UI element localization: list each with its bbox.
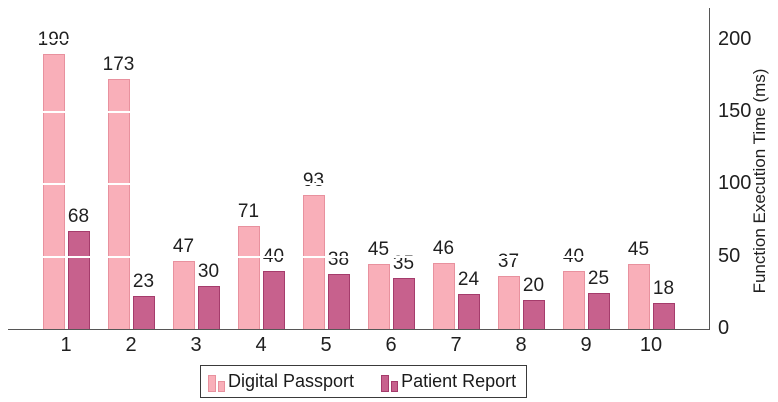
bar-value-label: 68 [67, 205, 90, 227]
bar-patient-report [132, 295, 155, 329]
bar-patient-report [652, 302, 675, 329]
bar-value-label: 23 [132, 270, 155, 292]
plot-area: 190 68 173 23 47 30 71 40 93 38 45 35 46 24 37 20 40 25 45… [8, 8, 710, 330]
legend-swatch-bar [391, 380, 399, 392]
bar-value-label: 46 [432, 237, 455, 259]
bar-digital-passport [497, 275, 520, 329]
gridline [8, 183, 709, 186]
legend-swatch-bar [218, 380, 225, 392]
gridline [8, 111, 709, 114]
legend-item-patient-report: Patient Report [381, 371, 516, 392]
bar-value-label: 25 [587, 267, 610, 289]
x-tick-label: 1 [60, 334, 72, 356]
bar-patient-report [327, 274, 350, 329]
bar-value-label: 20 [522, 275, 545, 297]
bar-value-label: 30 [197, 260, 220, 282]
legend-label: Patient Report [401, 371, 517, 391]
patient-report-bar-swatch [381, 372, 399, 392]
y-tick-label: 100 [718, 172, 752, 195]
x-tick-label: 6 [385, 334, 397, 356]
bar-digital-passport [562, 271, 585, 329]
x-tick-label: 3 [190, 334, 202, 356]
bar-value-label: 45 [367, 238, 390, 260]
legend-swatch-bar [208, 374, 216, 392]
gridline [8, 38, 709, 41]
x-tick-label: 4 [255, 334, 267, 356]
bar-patient-report [457, 294, 480, 329]
x-tick-label: 7 [450, 334, 462, 356]
bar-patient-report [197, 285, 220, 329]
bar-value-label: 47 [172, 236, 195, 258]
bar-value-label: 173 [102, 53, 135, 75]
bar-value-label: 37 [497, 250, 520, 272]
y-axis-label: Function Execution Time (ms) [750, 68, 769, 294]
y-tick-label: 50 [718, 244, 741, 267]
y-tick-label: 150 [718, 100, 752, 123]
bar-value-label: 38 [327, 249, 350, 271]
bar-digital-passport [432, 262, 455, 329]
bar-digital-passport [302, 194, 325, 329]
bar-digital-passport [367, 263, 390, 329]
bar-digital-passport [107, 78, 130, 329]
bar-value-label: 18 [652, 277, 675, 299]
bar-value-label: 24 [457, 269, 480, 291]
legend-label: Digital Passport [228, 371, 355, 391]
x-tick-label: 8 [515, 334, 527, 356]
x-tick-label: 10 [639, 334, 663, 356]
bar-patient-report [262, 271, 285, 329]
digital-passport-bar-swatch [208, 372, 225, 392]
gridline [8, 255, 709, 258]
bar-digital-passport [627, 263, 650, 329]
bar-patient-report [67, 230, 90, 329]
legend-item-digital-passport: Digital Passport [208, 371, 354, 392]
x-tick-label: 9 [580, 334, 592, 356]
bar-digital-passport [237, 226, 260, 329]
x-tick-label: 2 [125, 334, 137, 356]
bar-value-label: 45 [627, 238, 650, 260]
bar-patient-report [392, 278, 415, 329]
bar-patient-report [587, 292, 610, 329]
bar-value-label: 71 [237, 201, 260, 223]
x-tick-label: 5 [320, 334, 332, 356]
y-tick-label: 200 [718, 27, 752, 50]
bar-patient-report [522, 300, 545, 329]
legend: Digital Passport Patient Report [200, 365, 528, 398]
y-tick-label: 0 [718, 317, 730, 339]
bar-digital-passport [42, 54, 65, 329]
bar-digital-passport [172, 261, 195, 329]
bar-value-label: 93 [302, 169, 325, 191]
legend-swatch-bar [381, 374, 390, 392]
bar-value-label: 35 [392, 253, 415, 275]
